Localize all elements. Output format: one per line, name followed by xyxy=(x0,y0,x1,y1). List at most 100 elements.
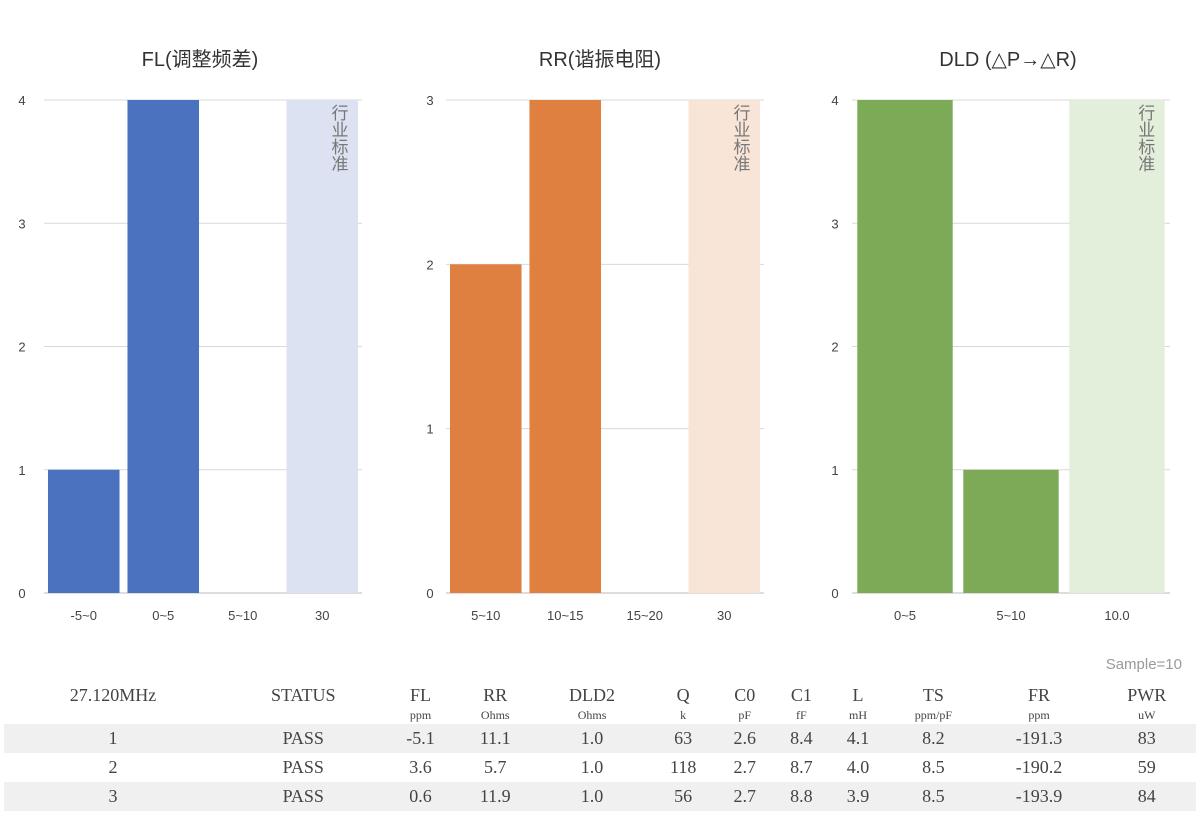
table-cell: 8.5 xyxy=(922,757,945,777)
column-unit: ppm/pF xyxy=(914,707,953,722)
column-header: L xyxy=(852,685,864,705)
table-cell: 1.0 xyxy=(534,782,650,811)
column-unit: mH xyxy=(849,707,868,722)
table-cell: 83 xyxy=(1097,724,1196,753)
column-unit: ppm xyxy=(1028,707,1050,722)
table-cell: -191.3 xyxy=(980,724,1098,753)
bar xyxy=(449,264,522,593)
column-header: STATUS xyxy=(270,685,336,705)
table-cell: 2.7 xyxy=(716,782,774,811)
y-tick-label: 2 xyxy=(831,340,838,355)
table-units-row: ppm Ohms Ohms k pF fF mH ppm/pF ppm uW xyxy=(4,706,1196,724)
table-cell: 5.7 xyxy=(484,757,507,777)
table-cell: 2 xyxy=(108,757,118,777)
table-cell: PASS xyxy=(282,757,324,777)
y-tick-label: 1 xyxy=(426,422,433,437)
table-cell: 3 xyxy=(4,782,222,811)
x-tick-label: 10~15 xyxy=(547,608,584,623)
table-row: 1 PASS -5.1 11.1 1.0 63 2.6 8.4 4.1 8.2 -191.3 83 xyxy=(4,724,1196,753)
column-header: C0 xyxy=(734,685,756,705)
y-tick-label: 3 xyxy=(18,216,25,231)
table-cell: 8.8 xyxy=(773,782,830,811)
chart-title: DLD (△P→△R) xyxy=(939,49,1076,71)
chart-2: DLD (△P→△R) 0 1 2 3 4 0~5 5~10 10.0 行业标准 xyxy=(831,49,1170,623)
table-cell: 1.0 xyxy=(580,757,604,777)
x-tick-label: 5~10 xyxy=(996,608,1025,623)
y-tick-label: 0 xyxy=(426,586,433,601)
x-tick-label: -5~0 xyxy=(71,608,97,623)
table-cell: 2.6 xyxy=(716,724,774,753)
column-header: 27.120MHz xyxy=(69,685,157,705)
table-cell: 84 xyxy=(1097,782,1196,811)
table-cell: 11.9 xyxy=(456,782,535,811)
table-cell: -193.9 xyxy=(980,782,1098,811)
column-header: DLD2 xyxy=(569,685,616,705)
table-cell: 63 xyxy=(650,724,717,753)
x-tick-label: 5~10 xyxy=(471,608,500,623)
column-unit: Ohms xyxy=(480,707,510,722)
table-cell: 8.7 xyxy=(790,757,813,777)
x-tick-label: 10.0 xyxy=(1104,608,1129,623)
column-header: TS xyxy=(922,685,944,705)
y-tick-label: 3 xyxy=(426,93,433,108)
chart-title: FL(调整频差) xyxy=(142,48,259,71)
column-unit xyxy=(222,706,385,724)
standard-label: 行业标准 xyxy=(329,104,349,172)
column-header: Q xyxy=(676,685,690,705)
table-cell: 11.1 xyxy=(456,724,535,753)
table-cell: 118 xyxy=(670,757,697,777)
table-cell: -5.1 xyxy=(384,724,457,753)
table-cell: 1 xyxy=(4,724,222,753)
table-cell: -190.2 xyxy=(1015,757,1063,777)
y-tick-label: 0 xyxy=(18,586,25,601)
column-header: C1 xyxy=(790,685,812,705)
table-cell: PASS xyxy=(221,724,385,753)
table-cell: 8.5 xyxy=(886,782,981,811)
table-cell: 0.6 xyxy=(384,782,457,811)
x-tick-label: 0~5 xyxy=(152,608,174,623)
bar xyxy=(529,100,602,593)
column-unit: fF xyxy=(796,707,807,722)
table-cell: 3.9 xyxy=(829,782,887,811)
table-cell: 4.0 xyxy=(846,757,870,777)
table-cell: PASS xyxy=(221,782,385,811)
y-tick-label: 0 xyxy=(831,586,838,601)
table-cell: 3.6 xyxy=(409,757,432,777)
standard-bar xyxy=(688,100,761,593)
chart-0: FL(调整频差) 0 1 2 3 4 -5~0 0~5 5~10 30 行业标准 xyxy=(18,48,362,623)
column-unit: pF xyxy=(738,707,752,722)
y-tick-label: 4 xyxy=(18,93,25,108)
x-tick-label: 15~20 xyxy=(626,608,663,623)
y-tick-label: 2 xyxy=(426,257,433,272)
chart-1: RR(谐振电阻) 0 1 2 3 5~10 10~15 15~20 30 行业标准 xyxy=(426,48,764,623)
table-cell: 56 xyxy=(650,782,717,811)
x-tick-label: 0~5 xyxy=(894,608,916,623)
x-tick-label: 30 xyxy=(315,608,329,623)
x-tick-label: 5~10 xyxy=(228,608,257,623)
table-header-row: 27.120MHz STATUS FL RR DLD2 Q C0 C1 L TS FR PWR xyxy=(4,680,1196,706)
table-row: 2 PASS 3.6 5.7 1.0 118 2.7 8.7 4.0 8.5 -190.2 59 xyxy=(4,753,1196,782)
standard-bar xyxy=(286,100,359,593)
bar xyxy=(857,100,953,593)
column-header: RR xyxy=(483,685,508,705)
column-header: FR xyxy=(1028,685,1051,705)
y-tick-label: 1 xyxy=(831,463,838,478)
y-tick-label: 1 xyxy=(18,463,25,478)
table-cell: 59 xyxy=(1137,757,1156,777)
standard-bar xyxy=(1069,100,1165,593)
table-cell: 1.0 xyxy=(534,724,650,753)
table-cell: 8.2 xyxy=(886,724,981,753)
column-unit: k xyxy=(680,707,687,722)
standard-label: 行业标准 xyxy=(1135,104,1155,172)
table-cell: 4.1 xyxy=(829,724,887,753)
table-cell: 2.7 xyxy=(733,757,756,777)
bar xyxy=(47,469,120,593)
sample-count: Sample=10 xyxy=(1105,656,1182,673)
chart-title: RR(谐振电阻) xyxy=(539,48,661,71)
column-unit: ppm xyxy=(409,707,432,722)
column-unit xyxy=(4,706,222,724)
bar xyxy=(127,100,200,593)
y-tick-label: 2 xyxy=(18,340,25,355)
column-unit: uW xyxy=(1138,707,1156,722)
table-cell: 8.4 xyxy=(773,724,830,753)
